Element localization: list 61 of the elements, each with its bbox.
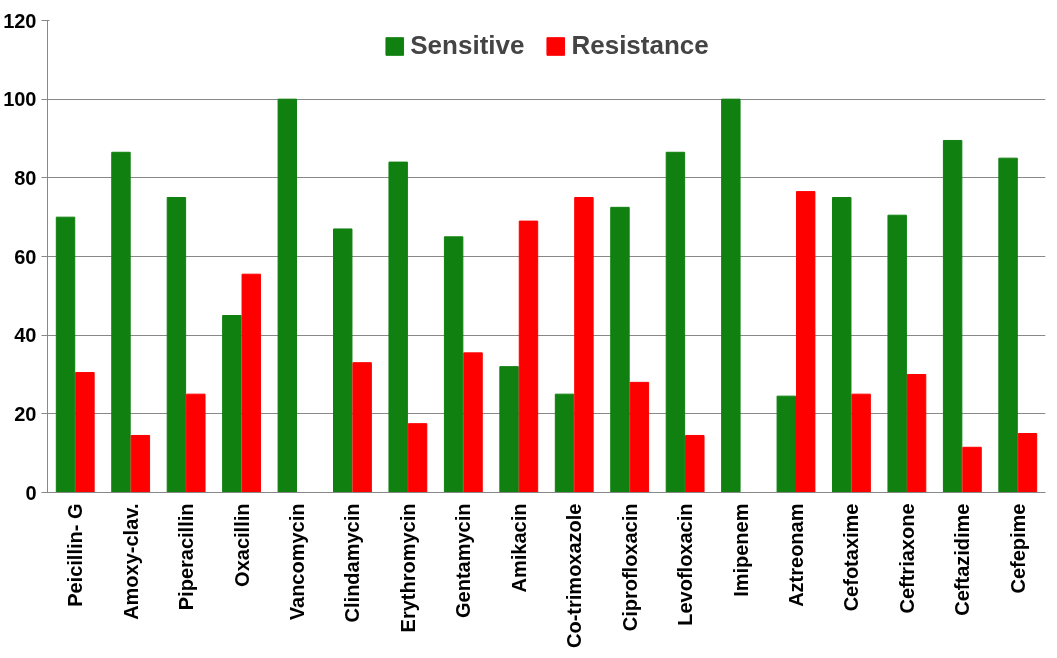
bar — [998, 157, 1018, 493]
bar — [629, 381, 650, 493]
y-tick-label: 20 — [14, 402, 37, 425]
bar — [554, 393, 575, 493]
x-tick-label: Erythromycin — [396, 503, 419, 633]
x-tick-label: Ceftazidime — [951, 503, 974, 616]
y-tick-label: 120 — [3, 9, 37, 32]
bar — [721, 98, 741, 493]
bar — [111, 151, 131, 493]
bar — [166, 197, 187, 493]
bar — [906, 374, 927, 493]
bar — [665, 151, 686, 493]
x-tick-label: Cefepime — [1006, 503, 1029, 594]
bar — [574, 197, 594, 493]
bar — [388, 161, 408, 493]
bar — [407, 423, 428, 493]
bar — [776, 395, 797, 493]
y-tick-label: 0 — [25, 481, 37, 504]
y-tick-label: 80 — [14, 166, 37, 189]
x-tick-label: Peicillin- G — [64, 503, 87, 607]
y-tick-label: 40 — [14, 324, 37, 347]
bar — [610, 206, 630, 493]
bar — [685, 434, 705, 493]
x-tick-label: Oxacillin — [230, 503, 253, 587]
x-tick-label: Amikacin — [507, 503, 530, 593]
bar — [352, 362, 372, 493]
x-tick-label: Levofloxacin — [674, 503, 697, 626]
bar — [55, 216, 76, 493]
x-tick-label: Ciprofloxacin — [618, 503, 641, 632]
x-tick-label: Imipenem — [729, 503, 752, 597]
bar — [1017, 433, 1038, 493]
bar — [832, 197, 852, 493]
x-tick-label: Cefotaxime — [840, 503, 863, 612]
y-tick-label: 100 — [3, 88, 37, 111]
bar — [186, 393, 206, 493]
y-tick-label: 60 — [14, 245, 37, 268]
x-tick-label: Vancomycin — [286, 503, 308, 621]
bar — [443, 236, 464, 493]
bar — [277, 98, 298, 493]
bar — [795, 191, 816, 493]
bar — [75, 372, 95, 493]
bar — [463, 352, 483, 493]
bar — [518, 220, 539, 493]
x-tick-label: Co-trimoxazole — [563, 503, 586, 648]
x-tick-label: Gentamycin — [452, 503, 475, 618]
legend-label: Sensitive — [410, 30, 525, 61]
x-tick-label: Amoxy-clav. — [119, 503, 142, 620]
bar — [942, 139, 963, 493]
bar — [499, 366, 519, 493]
bar — [130, 434, 151, 493]
legend-label: Resistance — [571, 30, 709, 61]
x-tick-label: Aztreonam — [785, 503, 807, 607]
x-tick-label: Piperacillin — [175, 503, 198, 611]
bar — [333, 228, 353, 493]
bar — [222, 315, 242, 493]
bar — [962, 446, 982, 493]
x-tick-label: Ceftriaxone — [895, 503, 918, 614]
x-tick-label: Clindamycin — [341, 503, 364, 623]
bar — [887, 214, 907, 493]
bar — [241, 273, 261, 493]
bar — [851, 393, 871, 493]
